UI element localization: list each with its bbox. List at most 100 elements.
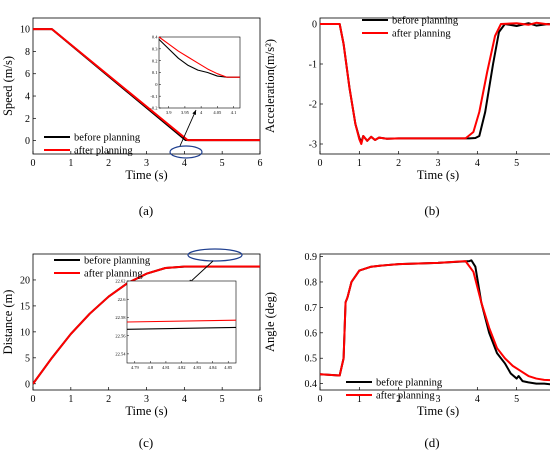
y-tick-label: -1: [309, 60, 317, 71]
legend-entry: before planning: [376, 378, 443, 389]
y-tick-label: 4: [25, 92, 30, 103]
inset-series-before-planning: [158, 38, 240, 78]
inset-x-tick-label: 4.85: [224, 365, 233, 370]
x-tick-label: 2: [106, 158, 111, 169]
x-tick-label: 3: [144, 158, 149, 169]
x-tick-label: 1: [68, 394, 73, 405]
x-tick-label: 5: [514, 158, 519, 169]
inset-series-after-planning: [126, 319, 237, 323]
x-tick-label: 0: [31, 394, 36, 405]
inset-x-tick-label: 3.95: [181, 110, 190, 115]
x-tick-label: 4: [475, 158, 480, 169]
inset-y-tick-label: 22.6: [118, 297, 127, 302]
legend-entry: before planning: [392, 16, 459, 27]
inset-series-after-planning: [158, 36, 240, 78]
x-tick-label: 3: [436, 158, 441, 169]
y-tick-label: 0.4: [305, 379, 318, 390]
inset-zoom-0: 3.9 3.95 4 4.05 4.1 -0.2 -0.1 0 0.1 0.2 0.3 0.4: [150, 35, 241, 115]
inset-x-tick-label: 4.8: [148, 365, 154, 370]
inset-x-tick-label: 4.84: [209, 365, 218, 370]
legend-entry: after planning: [392, 29, 451, 40]
inset-y-tick-label: 22.62: [115, 279, 125, 284]
y-tick-label: 0.9: [305, 252, 318, 263]
y-tick-label: 5: [25, 353, 30, 364]
plot-area: [319, 253, 550, 391]
x-tick-label: 0: [318, 158, 323, 169]
x-axis-label: Time (s): [125, 168, 167, 182]
legend-entry: before planning: [84, 256, 151, 267]
legend-entry: after planning: [376, 391, 435, 402]
inset-y-tick-label: 0.2: [152, 58, 158, 63]
y-tick-label: 0: [25, 136, 30, 147]
inset-x-tick-label: 4: [200, 110, 203, 115]
x-tick-label: 2: [396, 394, 401, 405]
zoom-arrow: [187, 260, 214, 285]
series-group: [320, 21, 550, 145]
panel-caption: (a): [139, 203, 153, 218]
series-after-planning: [320, 21, 550, 145]
x-tick-label: 6: [258, 158, 263, 169]
y-tick-label: 0.5: [305, 354, 318, 365]
inset-y-tick-label: -0.2: [150, 106, 157, 111]
x-tick-label: 3: [436, 394, 441, 405]
zoom-ellipse: [187, 248, 243, 262]
inset-plot-area: [158, 36, 241, 109]
inset-zoom-1: 4.79 4.8 4.81 4.82 4.83 4.84 4.85 22.54 22.56 22.…: [115, 279, 237, 370]
x-tick-label: 2: [106, 394, 111, 405]
panel-caption: (d): [424, 435, 439, 450]
y-axis-label: Acceleration(m/s²): [263, 39, 277, 133]
y-tick-label: 8: [25, 47, 30, 58]
y-tick-label: 2: [25, 114, 30, 125]
x-tick-label: 4: [475, 394, 480, 405]
x-tick-label: 4: [182, 158, 187, 169]
x-tick-label: 1: [68, 158, 73, 169]
inset-y-tick-label: 22.58: [115, 315, 126, 320]
y-tick-label: 0.7: [305, 303, 318, 314]
zoom-arrow-head: [192, 110, 196, 115]
inset-y-tick-label: -0.1: [150, 94, 157, 99]
x-tick-label: 0: [318, 394, 323, 405]
y-tick-label: 0.8: [305, 277, 318, 288]
y-tick-label: 6: [25, 69, 30, 80]
y-tick-label: 0: [312, 20, 317, 31]
x-axis-label: Time (s): [125, 404, 167, 418]
x-tick-label: 4: [182, 394, 187, 405]
zoom-arrow: [179, 109, 197, 147]
series-group: [33, 28, 260, 142]
y-tick-label: -2: [309, 100, 317, 111]
x-axis-label: Time (s): [417, 404, 459, 418]
inset-x-tick-label: 4.83: [193, 365, 202, 370]
legend-entry: before planning: [74, 133, 141, 144]
y-tick-label: 15: [20, 301, 30, 312]
inset-y-tick-label: 0.1: [152, 70, 158, 75]
series-after-planning: [320, 260, 550, 382]
y-tick-label: 0.6: [305, 328, 318, 339]
inset-y-tick-label: 0.3: [152, 46, 158, 51]
series-after-planning: [33, 28, 260, 142]
x-tick-label: 1: [357, 158, 362, 169]
x-tick-label: 5: [220, 158, 225, 169]
y-tick-label: 10: [20, 25, 30, 36]
x-tick-label: 3: [144, 394, 149, 405]
x-tick-label: 5: [220, 394, 225, 405]
x-tick-label: 2: [396, 158, 401, 169]
x-tick-label: 0: [31, 158, 36, 169]
y-axis-label: Distance (m): [1, 290, 15, 355]
inset-y-tick-label: 22.54: [115, 351, 126, 356]
panel-caption: (c): [139, 435, 153, 450]
inset-x-tick-label: 4.81: [162, 365, 170, 370]
x-tick-label: 6: [258, 394, 263, 405]
x-tick-label: 1: [357, 394, 362, 405]
y-tick-label: -3: [309, 140, 317, 151]
zoom-ellipse: [169, 145, 203, 159]
inset-y-tick-label: 22.56: [115, 333, 126, 338]
y-tick-label: 10: [20, 327, 30, 338]
inset-y-tick-label: 0.4: [152, 35, 158, 40]
series-group: [320, 259, 550, 386]
panel-caption: (b): [424, 203, 439, 218]
legend-entry: after planning: [84, 269, 143, 280]
inset-series-before-planning: [126, 326, 237, 330]
y-tick-label: 20: [20, 275, 30, 286]
inset-x-tick-label: 4.05: [213, 110, 222, 115]
